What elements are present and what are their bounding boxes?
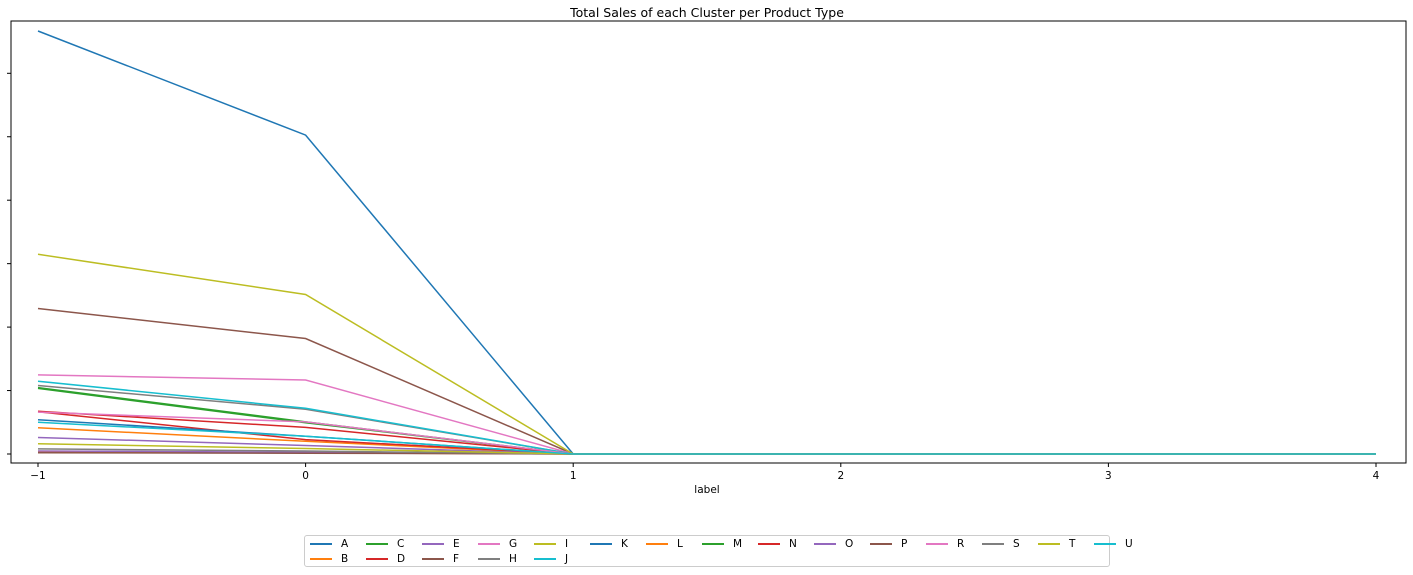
legend-label: C [397, 538, 405, 550]
legend-swatch [702, 543, 724, 545]
legend-swatch [310, 558, 332, 560]
chart-title: Total Sales of each Cluster per Product … [569, 5, 844, 20]
legend-swatch [310, 543, 332, 545]
legend-swatch [534, 558, 556, 560]
legend-entry-J: J [534, 552, 568, 566]
legend-entry-T: T [1038, 537, 1075, 551]
legend-label: K [621, 538, 628, 550]
legend-entry-B: B [310, 552, 348, 566]
legend-swatch [590, 543, 612, 545]
legend-entry-H: H [478, 552, 517, 566]
legend-swatch [422, 543, 444, 545]
legend-entry-F: F [422, 552, 459, 566]
legend-swatch [758, 543, 780, 545]
legend-swatch [478, 543, 500, 545]
legend-label: O [845, 538, 854, 550]
x-tick-label: 0 [302, 470, 309, 482]
legend-entry-E: E [422, 537, 460, 551]
series-lines [37, 30, 1376, 455]
legend-entry-N: N [758, 537, 797, 551]
legend-entry-I: I [534, 537, 568, 551]
legend-swatch [534, 543, 556, 545]
legend-entry-M: M [702, 537, 742, 551]
legend-swatch [1038, 543, 1060, 545]
legend-entry-L: L [646, 537, 683, 551]
legend-label: M [733, 538, 743, 550]
legend-swatch [814, 543, 836, 545]
legend-entry-P: P [870, 537, 907, 551]
legend-label: B [341, 553, 349, 565]
legend-label: D [397, 553, 406, 565]
legend-swatch [422, 558, 444, 560]
legend-swatch [926, 543, 948, 545]
x-tick-label: 1 [570, 470, 577, 482]
legend-entry-U: U [1094, 537, 1133, 551]
legend-entry-C: C [366, 537, 404, 551]
legend-entry-O: O [814, 537, 853, 551]
x-tick-label: −1 [30, 470, 45, 482]
legend-label: I [565, 538, 569, 550]
x-tick-label: 3 [1105, 470, 1112, 482]
legend-entry-A: A [310, 537, 348, 551]
legend-label: J [565, 553, 569, 565]
series-line-U [37, 421, 1376, 455]
legend-label: P [901, 538, 908, 550]
legend-label: R [957, 538, 965, 550]
legend-label: L [677, 538, 683, 550]
legend-label: G [509, 538, 518, 550]
legend-label: F [453, 553, 460, 565]
legend-label: N [789, 538, 797, 550]
plot-frame [10, 20, 1407, 464]
legend-entry-D: D [366, 552, 405, 566]
series-line-A [37, 30, 1376, 455]
legend-swatch [366, 558, 388, 560]
x-tick-label: 4 [1373, 470, 1380, 482]
legend-swatch [646, 543, 668, 545]
x-tick-label: 2 [837, 470, 844, 482]
legend-entry-K: K [590, 537, 628, 551]
legend-label: T [1069, 538, 1076, 550]
legend-label: E [453, 538, 460, 550]
legend-entry-G: G [478, 537, 517, 551]
legend-label: U [1125, 538, 1133, 550]
legend-swatch [366, 543, 388, 545]
x-axis-ticks: −1 0 1 2 3 4 [30, 463, 1380, 482]
legend-label: A [341, 538, 349, 550]
legend-entry-S: S [982, 537, 1020, 551]
y-axis-ticks [7, 72, 11, 455]
legend-swatch [1094, 543, 1116, 545]
legend-swatch [982, 543, 1004, 545]
series-line-K [37, 418, 1376, 455]
x-axis-label: label [694, 484, 719, 496]
legend-label: S [1013, 538, 1020, 550]
legend-swatch [870, 543, 892, 545]
legend-label: H [509, 553, 517, 565]
legend-entry-R: R [926, 537, 964, 551]
legend-swatch [478, 558, 500, 560]
